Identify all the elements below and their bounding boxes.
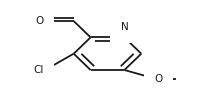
Text: O: O bbox=[154, 74, 162, 84]
Text: N: N bbox=[121, 22, 128, 32]
Text: O: O bbox=[35, 16, 43, 26]
Text: Cl: Cl bbox=[33, 65, 43, 75]
